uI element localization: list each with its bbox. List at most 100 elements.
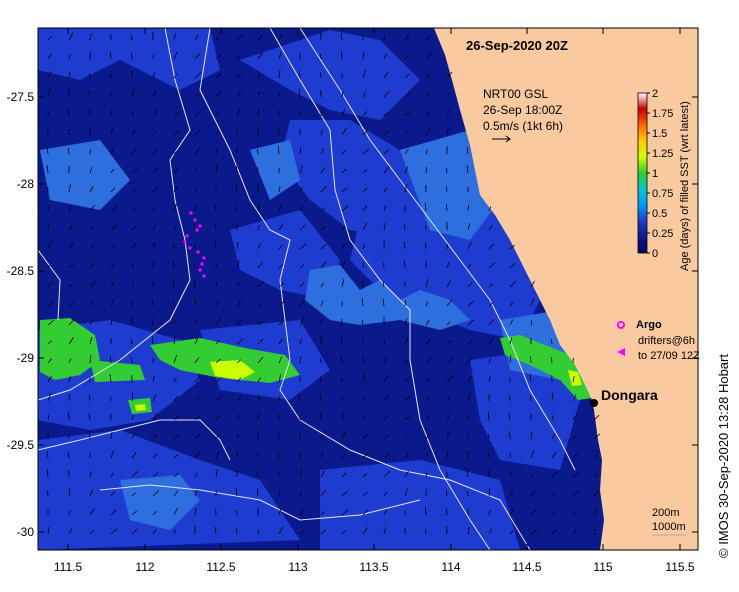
current-arrow	[88, 108, 91, 117]
current-arrow	[362, 396, 366, 402]
current-arrow	[445, 185, 448, 193]
current-arrow	[152, 186, 159, 193]
current-arrow	[68, 487, 71, 497]
current-arrow	[236, 34, 244, 41]
current-arrow	[572, 528, 577, 535]
current-arrow	[509, 489, 514, 497]
current-arrow	[278, 338, 283, 345]
current-arrow	[109, 51, 112, 60]
current-arrow	[215, 358, 221, 364]
current-arrow	[277, 128, 280, 136]
current-arrow	[257, 52, 263, 60]
current-arrow	[194, 34, 199, 41]
current-arrow	[529, 355, 532, 364]
current-arrow	[551, 338, 553, 345]
current-arrow	[404, 377, 410, 383]
current-arrow	[194, 397, 200, 402]
current-arrow	[425, 338, 431, 345]
current-arrow	[68, 147, 70, 155]
current-arrow	[194, 221, 196, 231]
current-arrow	[215, 433, 220, 440]
current-arrow	[130, 356, 133, 364]
current-arrow	[236, 412, 241, 421]
current-arrow	[362, 491, 368, 497]
current-arrow	[488, 283, 494, 288]
current-arrow	[194, 203, 196, 212]
current-arrow	[194, 508, 197, 516]
current-arrow	[89, 471, 92, 478]
current-arrow	[131, 471, 138, 478]
current-arrow	[404, 470, 409, 478]
current-arrow	[47, 263, 52, 269]
current-arrow	[383, 53, 387, 60]
drifter-point	[193, 218, 197, 222]
current-arrow	[320, 434, 323, 440]
current-arrow	[341, 509, 349, 516]
current-arrow	[89, 319, 94, 326]
current-arrow	[425, 34, 432, 41]
current-arrow	[152, 72, 156, 79]
current-arrow	[446, 71, 453, 79]
current-arrow	[257, 202, 260, 212]
current-arrow	[68, 319, 75, 326]
current-arrow	[446, 525, 448, 535]
current-arrow	[47, 393, 52, 402]
current-arrow	[194, 357, 200, 364]
colorbar-title: Age (days) of filled SST (wrt latest)	[679, 101, 691, 271]
colorbar-tick-label: 0.75	[652, 188, 673, 200]
current-arrow	[404, 336, 409, 345]
current-arrow	[194, 168, 198, 174]
current-arrow	[383, 72, 389, 79]
isobath-lines	[38, 28, 576, 550]
current-arrow	[572, 453, 578, 459]
current-arrow	[173, 168, 179, 174]
current-arrow	[110, 263, 116, 269]
current-arrow	[572, 394, 577, 402]
current-arrow	[47, 71, 52, 79]
current-arrow	[404, 453, 410, 459]
current-arrow	[215, 240, 217, 250]
current-arrow	[341, 226, 346, 231]
current-arrow	[362, 70, 366, 79]
current-arrow	[236, 377, 242, 383]
current-arrow	[236, 301, 242, 307]
current-arrow	[382, 280, 385, 288]
current-arrow	[152, 90, 157, 98]
current-arrow	[551, 528, 558, 535]
current-arrow	[152, 260, 155, 269]
current-arrow	[278, 52, 282, 60]
current-arrow	[467, 393, 471, 402]
drifter-point	[202, 256, 206, 260]
current-arrow	[46, 165, 49, 174]
current-arrow	[488, 262, 496, 269]
current-arrow	[109, 70, 112, 79]
current-arrow	[215, 91, 222, 98]
current-arrow	[278, 263, 284, 269]
current-arrow	[383, 357, 387, 364]
current-arrow	[488, 319, 494, 326]
current-arrow	[47, 490, 49, 497]
current-arrow	[236, 359, 242, 364]
current-arrow	[572, 376, 575, 383]
current-arrow	[383, 187, 387, 193]
lon-tick-label: 115	[593, 560, 612, 574]
current-arrow	[467, 223, 471, 231]
current-arrow	[404, 148, 409, 155]
current-arrow	[236, 509, 238, 516]
current-arrow	[383, 527, 387, 535]
current-arrow	[47, 282, 53, 288]
current-arrow	[383, 166, 390, 174]
current-arrow	[278, 282, 285, 288]
drifter-point	[198, 268, 202, 272]
drifter-point	[196, 250, 200, 254]
current-arrow	[89, 263, 96, 269]
current-arrow	[47, 223, 51, 231]
current-arrow	[257, 280, 264, 288]
current-arrow	[152, 168, 159, 174]
colorbar-tick-label: 0.25	[652, 228, 673, 240]
current-arrow	[425, 53, 433, 60]
current-arrow	[46, 147, 49, 155]
current-arrow	[467, 263, 472, 269]
current-arrow	[215, 165, 218, 174]
current-arrow	[110, 528, 118, 535]
